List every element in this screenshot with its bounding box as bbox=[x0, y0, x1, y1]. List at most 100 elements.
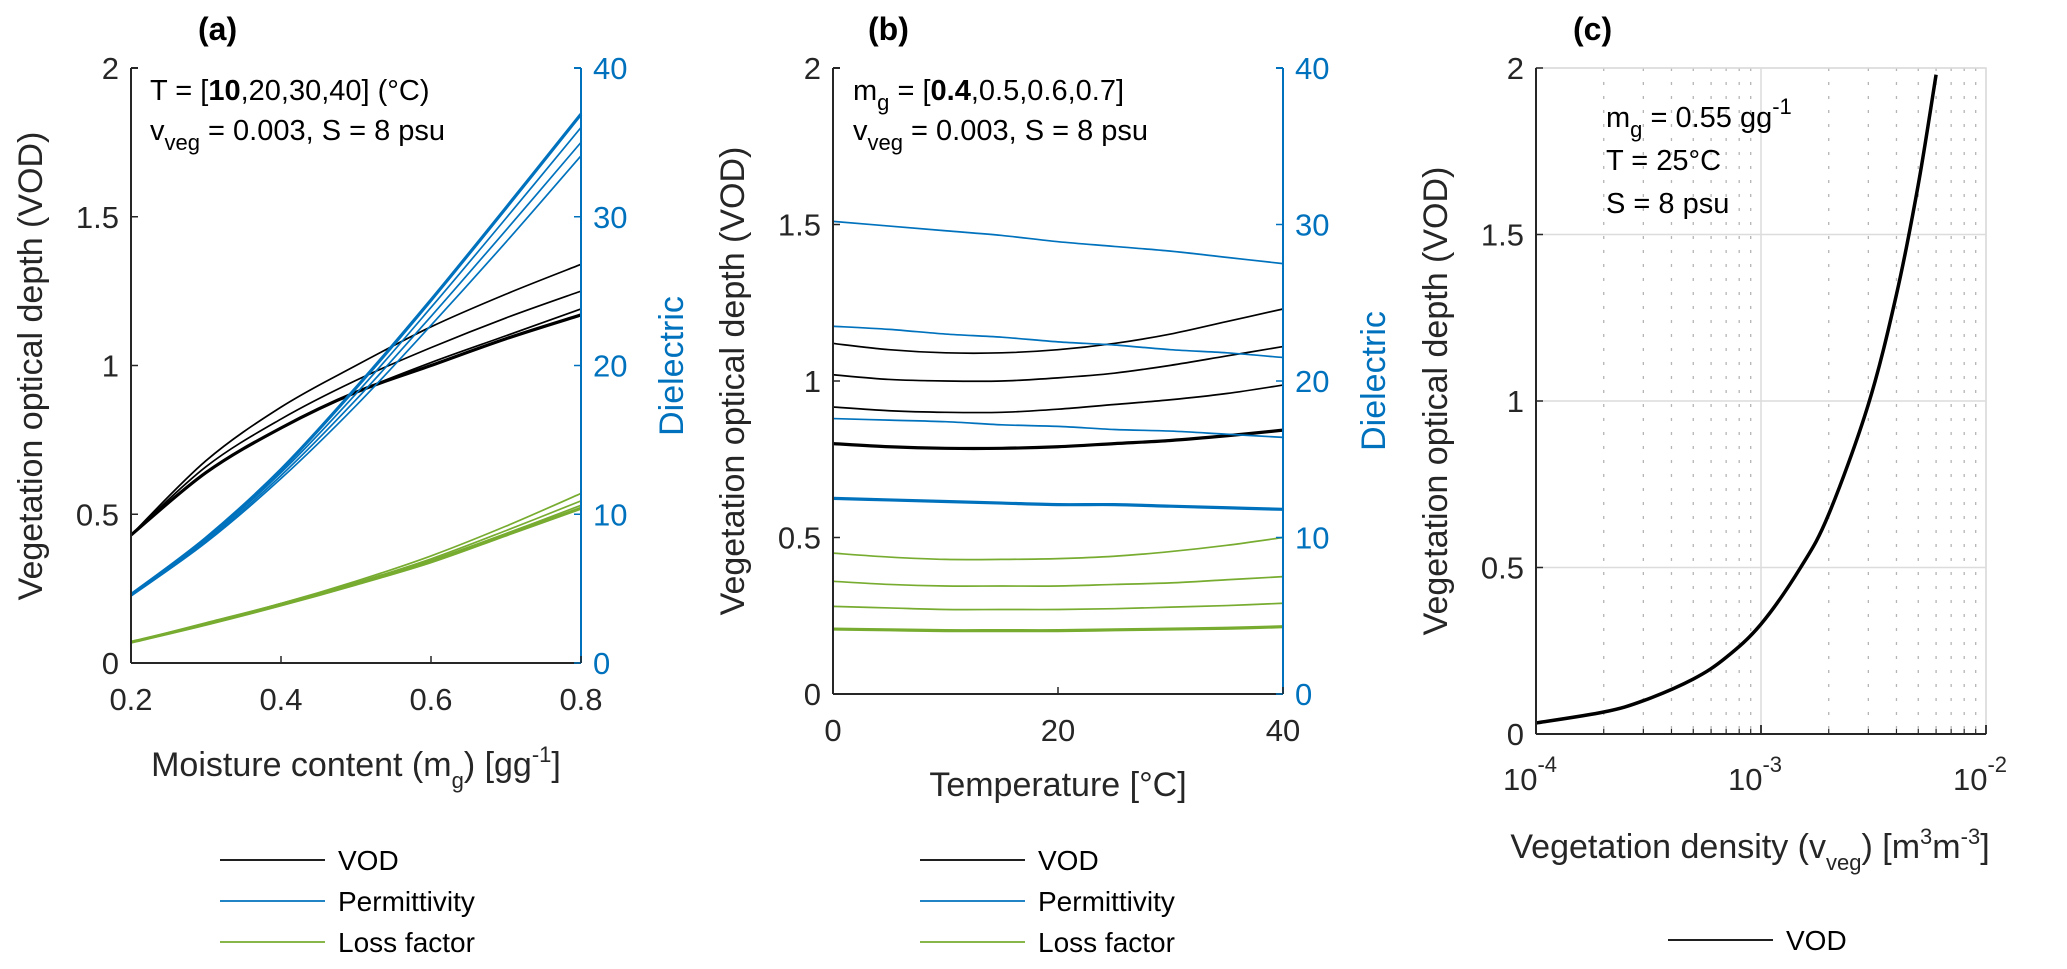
x-tick-label: 10-2 bbox=[1953, 752, 2007, 797]
series-loss-factor-T20 bbox=[130, 504, 582, 644]
y-tick-label: 0 bbox=[102, 646, 119, 681]
right-y-tick-label: 20 bbox=[593, 349, 627, 384]
right-y-tick-label: 0 bbox=[1295, 677, 1312, 712]
panel-a-annotation-line1: T = [10,20,30,40] (°C) bbox=[150, 75, 430, 107]
series-vod-T20 bbox=[130, 308, 582, 536]
panel-b-y-axis-label: Vegetation optical depth (VOD) bbox=[714, 147, 752, 616]
panel-c-grid bbox=[1535, 67, 1987, 735]
series-vod bbox=[1536, 74, 1938, 725]
x-tick-label: 0 bbox=[824, 713, 841, 748]
panel-b-annotation-line1: mg = [0.4,0.5,0.6,0.7] bbox=[853, 75, 1124, 115]
panel-c: (c) 0 0.5 1 1.5 2 10-4 10-3 10-2 mg = 0.55 gg-1… bbox=[1417, 11, 2007, 956]
right-y-tick-label: 10 bbox=[593, 497, 627, 532]
y-tick-label: 1.5 bbox=[778, 208, 821, 243]
legend-label-vod: VOD bbox=[338, 845, 399, 876]
series-permittivity-T30 bbox=[130, 141, 582, 596]
series-permittivity-T40 bbox=[130, 155, 582, 597]
series-vod-mg04 bbox=[832, 428, 1284, 451]
y-tick-label: 0.5 bbox=[1481, 551, 1524, 586]
series-vod-T10 bbox=[129, 313, 582, 537]
y-tick-label: 0.5 bbox=[76, 497, 119, 532]
panel-c-axes: 0 0.5 1 1.5 2 10-4 10-3 10-2 bbox=[1481, 51, 2007, 797]
right-y-tick-label: 10 bbox=[1295, 521, 1329, 556]
y-tick-label: 2 bbox=[102, 51, 119, 86]
legend-label-permittivity: Permittivity bbox=[1038, 886, 1175, 917]
panel-b-label: (b) bbox=[868, 11, 909, 47]
series-vod-T40 bbox=[130, 263, 582, 536]
y-tick-label: 1 bbox=[804, 364, 821, 399]
legend-label-vod: VOD bbox=[1038, 845, 1099, 876]
right-y-tick-label: 30 bbox=[593, 200, 627, 235]
x-tick-label: 40 bbox=[1266, 713, 1300, 748]
y-tick-label: 2 bbox=[1507, 51, 1524, 86]
x-tick-label: 10-3 bbox=[1728, 752, 1782, 797]
x-tick-label: 0.2 bbox=[109, 682, 152, 717]
panel-a-annotation-line2: vveg = 0.003, S = 8 psu bbox=[150, 115, 445, 155]
series-vod-mg07 bbox=[832, 308, 1284, 355]
y-tick-label: 0 bbox=[1507, 717, 1524, 752]
series-vod-mg06 bbox=[832, 345, 1284, 383]
series-loss-factor-mg05 bbox=[832, 602, 1284, 611]
panel-c-legend: VOD bbox=[1668, 925, 1847, 956]
panel-c-annotation-line2: T = 25°C bbox=[1606, 145, 1721, 177]
y-tick-label: 1 bbox=[1507, 384, 1524, 419]
right-y-tick-label: 40 bbox=[1295, 51, 1329, 86]
panel-c-label: (c) bbox=[1573, 11, 1612, 47]
x-tick-label: 0.8 bbox=[559, 682, 602, 717]
panel-c-annotation-line1: mg = 0.55 gg-1 bbox=[1606, 94, 1792, 142]
panel-a-y-axis-label: Vegetation optical depth (VOD) bbox=[12, 132, 50, 601]
y-tick-label: 0 bbox=[804, 677, 821, 712]
x-tick-label: 10-4 bbox=[1503, 752, 1557, 797]
series-loss-factor-mg07 bbox=[832, 536, 1284, 561]
series-permittivity-mg04 bbox=[832, 496, 1284, 511]
panel-a-legend: VOD Permittivity Loss factor bbox=[220, 845, 475, 958]
panel-c-x-axis-label: Vegetation density (vveg) [m3m-3] bbox=[1510, 824, 1989, 875]
y-tick-label: 2 bbox=[804, 51, 821, 86]
series-loss-factor-mg04 bbox=[832, 625, 1284, 633]
legend-label-loss-factor: Loss factor bbox=[1038, 927, 1175, 958]
right-y-tick-label: 30 bbox=[1295, 208, 1329, 243]
x-tick-exponent: -3 bbox=[1762, 752, 1782, 777]
panel-b-x-axis-label: Temperature [°C] bbox=[929, 766, 1186, 804]
series-vod-T30 bbox=[130, 290, 582, 536]
legend-label-permittivity: Permittivity bbox=[338, 886, 475, 917]
right-y-tick-label: 20 bbox=[1295, 364, 1329, 399]
series-vod-mg05 bbox=[832, 384, 1284, 414]
right-y-tick-label: 0 bbox=[593, 646, 610, 681]
panel-a-right-axis-label: Dielectric bbox=[653, 296, 691, 436]
panel-a-label: (a) bbox=[198, 11, 237, 47]
series-permittivity-mg07 bbox=[832, 220, 1284, 265]
series-loss-factor-T30 bbox=[130, 500, 582, 644]
series-permittivity-T20 bbox=[130, 126, 582, 596]
panel-a-x-axis-label: Moisture content (mg) [gg-1] bbox=[151, 742, 561, 793]
y-tick-label: 1 bbox=[102, 349, 119, 384]
x-tick-exponent: -2 bbox=[1987, 752, 2007, 777]
x-tick-label: 0.4 bbox=[259, 682, 302, 717]
panel-b-right-axis-label: Dielectric bbox=[1355, 311, 1393, 451]
series-loss-factor-mg06 bbox=[832, 575, 1284, 587]
series-permittivity-mg06 bbox=[832, 325, 1284, 359]
series-permittivity-mg05 bbox=[832, 417, 1284, 439]
right-y-tick-label: 40 bbox=[593, 51, 627, 86]
panel-a-plot-area bbox=[129, 113, 583, 644]
legend-label-vod: VOD bbox=[1786, 925, 1847, 956]
panel-b-legend: VOD Permittivity Loss factor bbox=[920, 845, 1175, 958]
series-permittivity-T10 bbox=[130, 113, 583, 596]
series-loss-factor-T40 bbox=[130, 492, 582, 643]
y-tick-label: 1.5 bbox=[76, 200, 119, 235]
x-tick-label: 0.6 bbox=[409, 682, 452, 717]
x-tick-label: 20 bbox=[1041, 713, 1075, 748]
x-tick-exponent: -4 bbox=[1537, 752, 1557, 777]
panel-b-plot-area bbox=[832, 220, 1284, 633]
panel-c-plot-area bbox=[1536, 74, 1938, 725]
panel-c-y-axis-label: Vegetation optical depth (VOD) bbox=[1417, 167, 1455, 636]
legend-label-loss-factor: Loss factor bbox=[338, 927, 475, 958]
y-tick-label: 0.5 bbox=[778, 521, 821, 556]
panel-c-annotation-line3: S = 8 psu bbox=[1606, 188, 1729, 220]
panel-b-annotation-line2: vveg = 0.003, S = 8 psu bbox=[853, 115, 1148, 155]
